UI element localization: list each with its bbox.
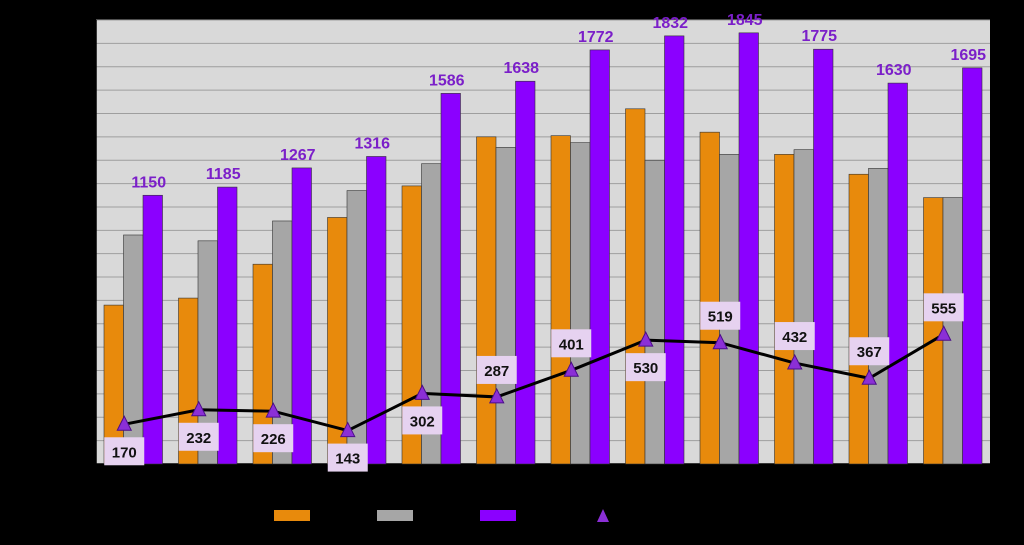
line-value-label: 232: [186, 430, 211, 447]
line-label-box: [178, 422, 219, 451]
bar-3-3: [291, 167, 312, 465]
line-value-label: 432: [782, 329, 807, 346]
line-marker: [414, 384, 431, 400]
line-label-box: [849, 337, 890, 366]
bar-3-2: [217, 186, 238, 465]
plot-area: 1150 1185 1267 1316 1586 1638 1772 1832 1845 1775…: [90, 12, 991, 472]
line-value-label: 170: [112, 444, 137, 461]
line-marker: [339, 421, 356, 438]
bar-3-9: [738, 32, 759, 465]
bar-3-1: [142, 194, 163, 465]
bar-value-label: 1772: [578, 29, 614, 46]
bar-3-10: [813, 48, 834, 465]
bar-1-12: [923, 197, 944, 465]
legend-swatch-4: [597, 509, 609, 522]
line-marker: [190, 400, 207, 417]
line-value-label: 530: [633, 360, 658, 377]
bar-3-4: [366, 156, 387, 465]
bar-2-11: [868, 168, 889, 465]
line-marker: [116, 415, 133, 431]
line-label-box: [774, 322, 815, 351]
line-label-box: [327, 443, 368, 472]
bar-1-6: [476, 136, 497, 465]
bar-value-label: 1630: [876, 62, 912, 79]
bar-2-7: [570, 142, 591, 465]
line-series: [123, 333, 945, 433]
bar-value-label: 1185: [206, 166, 241, 183]
line-label-box: [625, 353, 666, 382]
bar-1-11: [848, 173, 869, 465]
legend-swatch-1: [274, 510, 310, 521]
bar-2-10: [793, 149, 814, 465]
line-value-label: 401: [559, 336, 584, 353]
line-label-box: [700, 301, 741, 330]
bar-3-7: [589, 49, 610, 465]
bar-3-5: [440, 93, 461, 465]
bar-value-label: 1150: [131, 174, 166, 191]
bar-value-label: 1316: [354, 135, 390, 152]
line-label-box: [476, 355, 517, 384]
line-label-box: [402, 406, 443, 435]
line-marker: [637, 331, 654, 347]
line-value-label: 143: [335, 451, 360, 468]
line-marker: [265, 402, 282, 418]
bar-1-7: [550, 135, 571, 465]
line-marker: [563, 361, 580, 377]
line-marker: [488, 387, 505, 404]
bar-3-8: [664, 35, 685, 465]
line-marker: [935, 325, 952, 341]
bar-1-8: [625, 108, 646, 465]
line-value-label: 226: [261, 431, 286, 448]
bar-value-label: 1695: [950, 47, 986, 64]
bar-1-10: [774, 154, 795, 465]
line-marker: [786, 353, 803, 370]
bar-3-12: [962, 67, 983, 465]
bar-3-6: [515, 80, 536, 465]
line-label-box: [923, 293, 964, 322]
bar-value-label: 1638: [503, 60, 539, 77]
line-label-box: [551, 329, 592, 358]
bar-2-8: [644, 159, 665, 465]
bar-2-6: [495, 147, 516, 465]
legend: [274, 509, 609, 522]
line-value-label: 555: [931, 300, 956, 317]
line-value-label: 367: [857, 344, 882, 361]
bar-value-label: 1845: [727, 12, 763, 29]
legend-swatch-3: [480, 510, 516, 521]
bar-value-label: 1775: [801, 28, 837, 45]
bar-value-label: 1586: [429, 72, 465, 89]
line-marker: [712, 333, 729, 350]
line-value-label: 287: [484, 363, 509, 380]
line-value-label: 519: [708, 309, 733, 326]
line-value-label: 302: [410, 413, 435, 430]
line-marker: [861, 369, 878, 385]
bar-value-label: 1832: [652, 15, 688, 32]
legend-swatch-2: [377, 510, 413, 521]
line-label-box: [104, 437, 145, 466]
plot-background: [96, 20, 990, 464]
bar-3-11: [887, 82, 908, 465]
bar-value-label: 1267: [280, 147, 316, 164]
line-label-box: [253, 424, 294, 453]
bar-1-9: [699, 131, 720, 465]
